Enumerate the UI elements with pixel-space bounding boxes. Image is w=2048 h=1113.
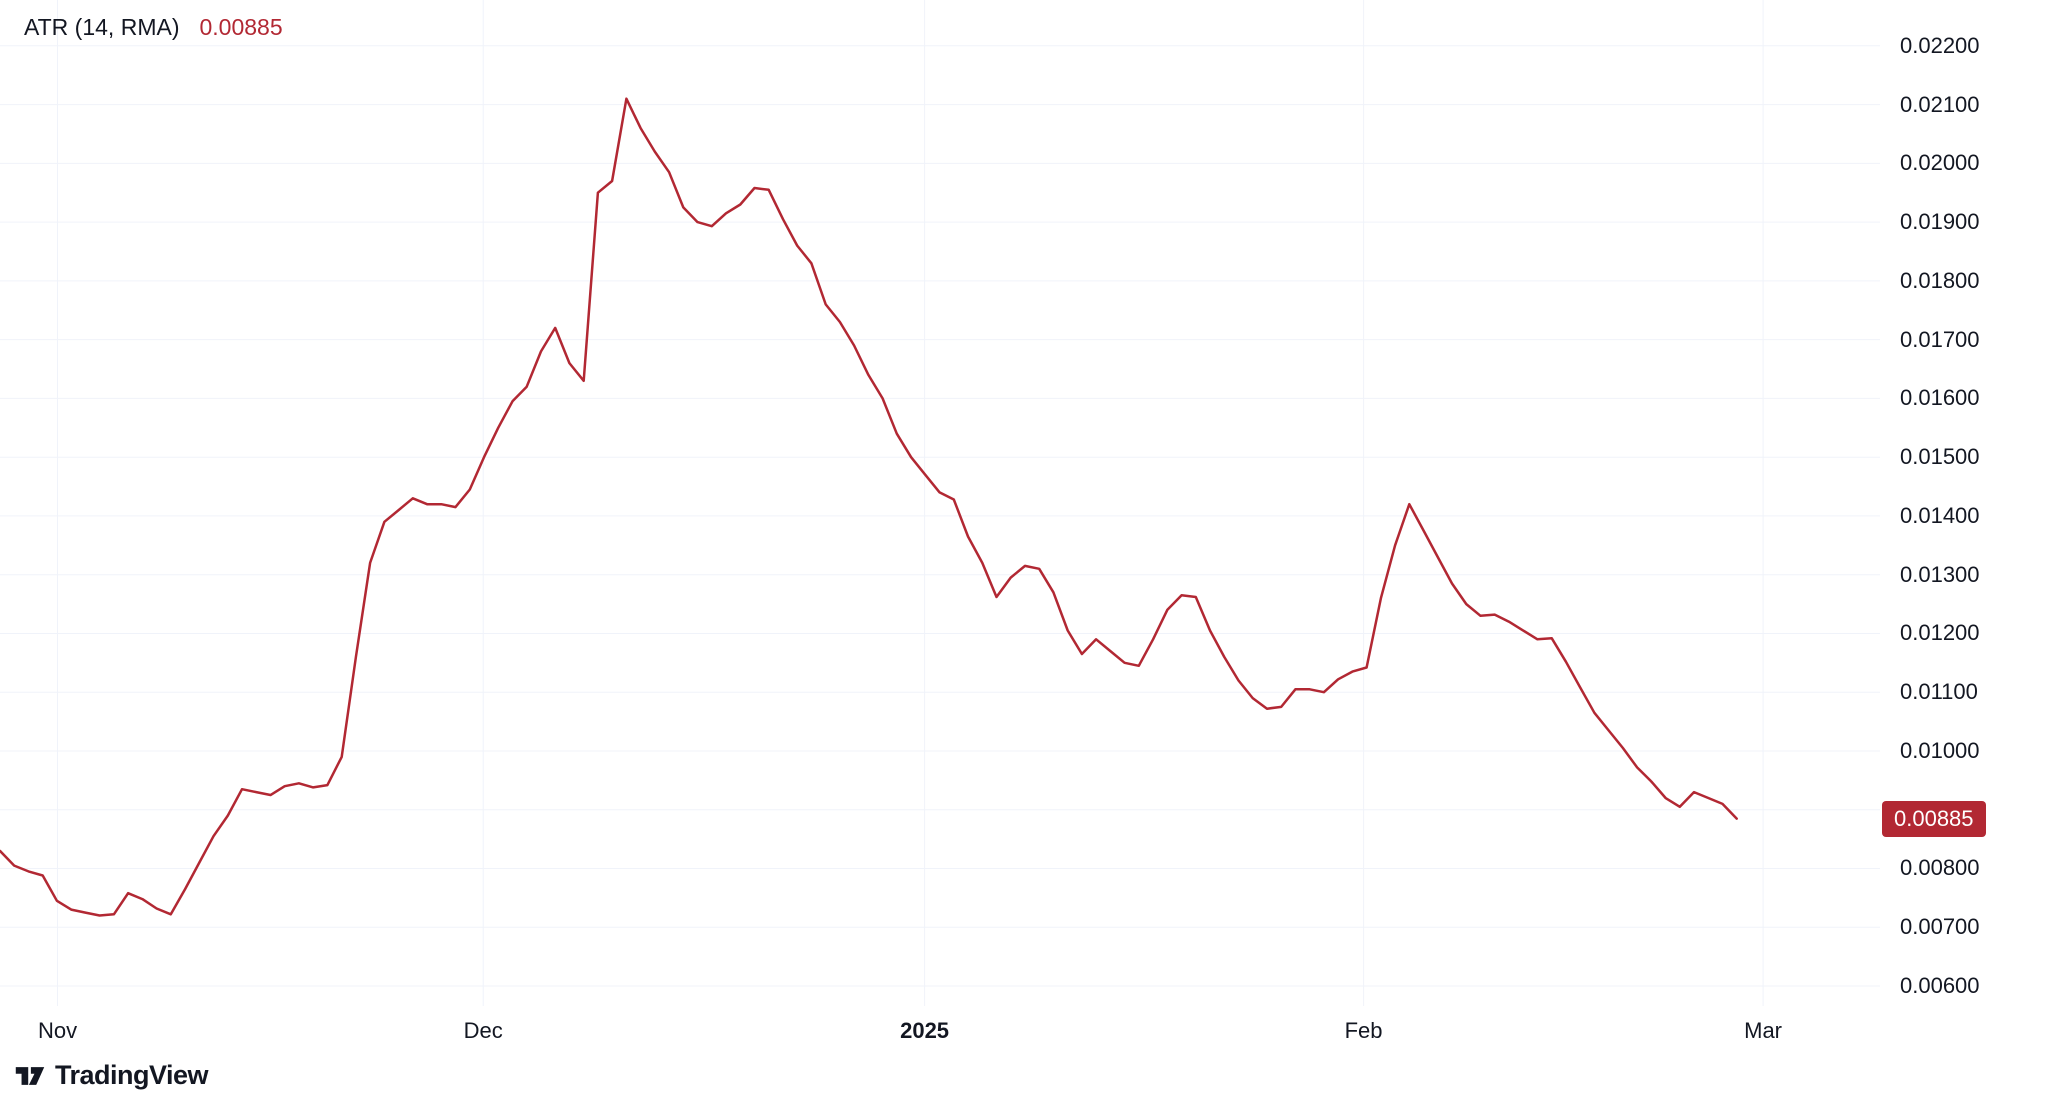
- y-axis-label: 0.01000: [1900, 737, 1980, 763]
- y-axis-label: 0.00600: [1900, 973, 1980, 999]
- y-axis-label: 0.01900: [1900, 209, 1980, 235]
- last-value-badge: 0.00885: [1882, 800, 1986, 837]
- y-axis-label: 0.01300: [1900, 561, 1980, 587]
- y-axis-label: 0.00800: [1900, 855, 1980, 881]
- y-axis-label: 0.02000: [1900, 150, 1980, 176]
- x-axis[interactable]: Nov Dec 2025 Feb Mar: [0, 1006, 1880, 1060]
- y-axis-label: 0.01500: [1900, 444, 1980, 470]
- y-axis-label: 0.02100: [1900, 91, 1980, 117]
- y-axis-label: 0.00700: [1900, 914, 1980, 940]
- x-axis-label: Dec: [463, 1018, 503, 1043]
- x-axis-label: Feb: [1344, 1018, 1383, 1043]
- indicator-value: 0.00885: [199, 14, 283, 40]
- indicator-title: ATR (14, RMA): [24, 14, 180, 40]
- y-axis-label: 0.01800: [1900, 267, 1980, 293]
- y-axis-label: 0.02200: [1900, 32, 1980, 58]
- tradingview-icon: [15, 1066, 45, 1085]
- indicator-legend[interactable]: ATR (14, RMA) 0.00885: [24, 14, 283, 41]
- tradingview-text: TradingView: [55, 1060, 209, 1090]
- price-chart-plot[interactable]: [0, 0, 1880, 1006]
- x-axis-label: Mar: [1744, 1018, 1783, 1043]
- x-axis-label: Nov: [37, 1018, 78, 1043]
- y-axis-label: 0.01200: [1900, 620, 1980, 646]
- y-axis-label: 0.01400: [1900, 502, 1980, 528]
- y-axis-label: 0.01100: [1900, 679, 1978, 705]
- x-axis-label: 2025: [900, 1018, 950, 1043]
- y-axis[interactable]: 0.00885 0.02200 0.02100 0.02000 0.01900 0.01…: [1880, 0, 2048, 1006]
- y-axis-label: 0.01600: [1900, 385, 1980, 411]
- y-axis-label: 0.01700: [1900, 326, 1980, 352]
- tradingview-logo[interactable]: TradingView: [14, 1060, 209, 1091]
